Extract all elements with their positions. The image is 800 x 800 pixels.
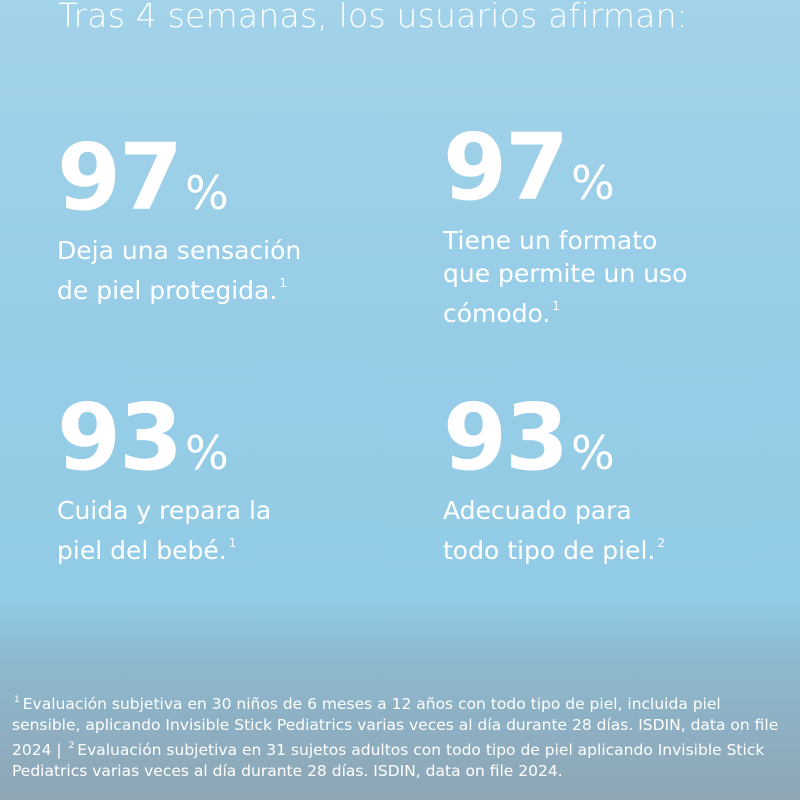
stat-unit: % bbox=[571, 156, 615, 210]
stat: 93% Cuida y repara la piel del bebé. 1 bbox=[57, 392, 397, 567]
description-line: que permite un uso bbox=[443, 257, 783, 290]
stat-number: 97% bbox=[57, 132, 397, 224]
description-text: Tiene un formato bbox=[443, 226, 658, 255]
description-line: Cuida y repara la bbox=[57, 494, 397, 527]
note-ref: 1 bbox=[228, 536, 237, 550]
description-text: cómodo. bbox=[443, 299, 551, 328]
description-text: Deja una sensación bbox=[57, 236, 302, 265]
description-line: piel del bebé. 1 bbox=[57, 527, 397, 567]
stat-description: Tiene un formato que permite un uso cómodo… bbox=[443, 224, 783, 330]
note-ref: 1 bbox=[552, 299, 561, 313]
description-text: de piel protegida. bbox=[57, 276, 278, 305]
stat-description: Adecuado para todo tipo de piel. 2 bbox=[443, 494, 783, 567]
stat-value: 93 bbox=[443, 384, 569, 491]
footnote-mark: 1 bbox=[14, 695, 20, 705]
note-ref: 2 bbox=[657, 536, 665, 550]
description-line: Deja una sensación bbox=[57, 234, 397, 267]
footnotes: 1 Evaluación subjetiva en 30 niños de 6 m… bbox=[12, 690, 792, 782]
stat-value: 97 bbox=[443, 114, 569, 221]
stat-number: 93% bbox=[57, 392, 397, 484]
description-line: Tiene un formato bbox=[443, 224, 783, 257]
description-line: Adecuado para bbox=[443, 494, 783, 527]
stat-number: 93% bbox=[443, 392, 783, 484]
footnote-text: Evaluación subjetiva en 30 niños de 6 me… bbox=[12, 695, 779, 759]
note-ref: 1 bbox=[279, 276, 287, 290]
description-text: piel del bebé. bbox=[57, 536, 227, 565]
description-text: todo tipo de piel. bbox=[443, 536, 656, 565]
description-line: cómodo. 1 bbox=[443, 290, 783, 330]
stat-value: 93 bbox=[57, 384, 183, 491]
footnote-mark: 2 bbox=[68, 741, 75, 751]
stat-unit: % bbox=[571, 426, 615, 480]
footnote-text: Evaluación subjetiva en 31 sujetos adult… bbox=[12, 741, 765, 780]
stat: 97% Deja una sensación de piel protegida. 1 bbox=[57, 132, 397, 307]
stat: 93% Adecuado para todo tipo de piel. 2 bbox=[443, 392, 783, 567]
stat-unit: % bbox=[185, 166, 229, 220]
description-line: todo tipo de piel. 2 bbox=[443, 527, 783, 567]
stat-value: 97 bbox=[57, 124, 183, 231]
stat: 97% Tiene un formato que permite un uso cóm… bbox=[443, 122, 783, 330]
stat-number: 97% bbox=[443, 122, 783, 214]
stat-description: Deja una sensación de piel protegida. 1 bbox=[57, 234, 397, 307]
title: Tras 4 semanas, los usuarios afirman: bbox=[58, 0, 689, 35]
stat-description: Cuida y repara la piel del bebé. 1 bbox=[57, 494, 397, 567]
description-line: de piel protegida. 1 bbox=[57, 267, 397, 307]
stat-unit: % bbox=[185, 426, 229, 480]
description-text: Cuida y repara la bbox=[57, 496, 272, 525]
description-text: Adecuado para bbox=[443, 496, 632, 525]
description-text: que permite un uso bbox=[443, 259, 688, 288]
